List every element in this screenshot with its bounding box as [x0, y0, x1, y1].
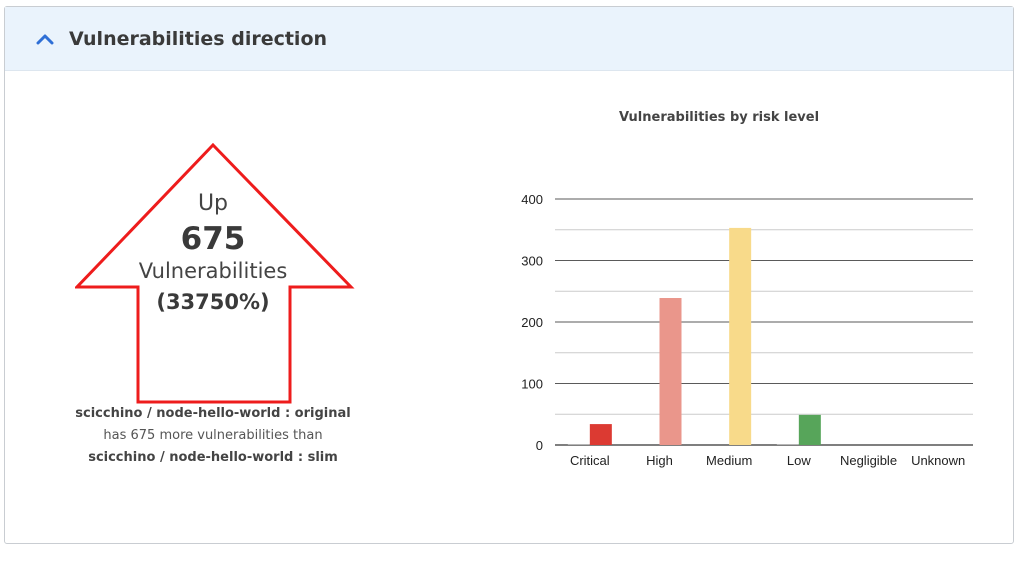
x-tick-label: Unknown [911, 453, 965, 468]
image-a-name: scicchino / node-hello-world : original [75, 406, 351, 421]
y-tick-label: 0 [536, 438, 543, 453]
bar-critical-1 [589, 424, 612, 445]
x-tick-label: Negligible [840, 453, 897, 468]
image-b-name: scicchino / node-hello-world : slim [88, 450, 338, 465]
vulnerabilities-direction-panel: Vulnerabilities direction Up 675 Vulnera… [4, 6, 1014, 544]
percent-change: (33750%) [156, 290, 270, 314]
x-tick-label: Medium [706, 453, 752, 468]
y-tick-label: 300 [521, 254, 543, 269]
bar-high-1 [659, 298, 682, 445]
bar-low-0 [776, 444, 799, 445]
panel-title: Vulnerabilities direction [69, 27, 328, 50]
x-tick-label: Critical [570, 453, 610, 468]
risk-level-bar-chart: Vulnerabilities by risk level 0 100 200 300 4… [521, 110, 973, 468]
comparison-text: has 675 more vulnerabilities than [103, 428, 323, 443]
vulnerability-count: 675 [180, 221, 246, 257]
panel-header[interactable]: Vulnerabilities direction [5, 7, 1013, 71]
up-arrow-icon [75, 143, 355, 404]
y-tick-label: 400 [521, 192, 543, 207]
x-tick-label: Low [787, 453, 811, 468]
bar-low-1 [798, 414, 821, 445]
bar-medium-1 [729, 227, 752, 445]
y-tick-label: 200 [521, 315, 543, 330]
x-tick-label: High [646, 453, 673, 468]
vulnerability-label: Vulnerabilities [138, 259, 288, 283]
direction-summary: Up 675 Vulnerabilities (33750%) scicchin… [5, 71, 425, 543]
chart-title: Vulnerabilities by risk level [619, 110, 819, 125]
chevron-up-icon[interactable] [35, 29, 55, 49]
bar-critical-0 [567, 444, 590, 445]
y-tick-label: 100 [521, 377, 543, 392]
direction-word: Up [197, 191, 229, 216]
